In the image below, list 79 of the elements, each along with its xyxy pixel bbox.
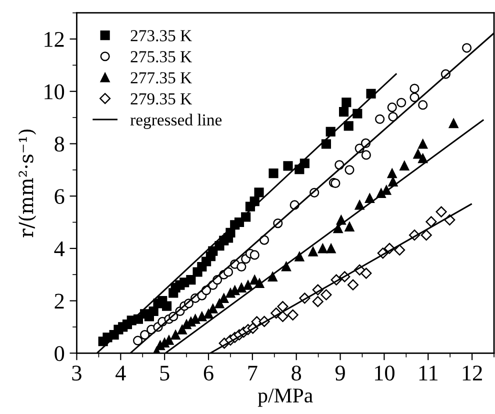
legend-label: 273.35 K [130, 30, 192, 42]
point [277, 310, 288, 322]
point [426, 216, 437, 228]
point [318, 244, 328, 254]
legend-label: 279.35 K [130, 93, 192, 105]
point [186, 275, 196, 285]
x-tick-label: 7 [248, 366, 258, 380]
point [387, 102, 397, 112]
point [236, 262, 246, 272]
point [338, 106, 349, 117]
point [344, 165, 354, 175]
x-tick-label: 11 [419, 366, 438, 380]
point [243, 280, 253, 290]
legend-label: 275.35 K [130, 51, 192, 62]
point [326, 244, 336, 254]
y-tick-label: 6 [54, 189, 64, 204]
point [418, 139, 428, 149]
point [394, 244, 406, 256]
point [162, 301, 172, 311]
point [388, 176, 398, 186]
point [396, 98, 406, 108]
x-tick-label: 9 [335, 366, 345, 381]
point [287, 309, 298, 320]
point [344, 121, 354, 131]
point [132, 336, 143, 346]
y-tick-label: 12 [44, 32, 64, 47]
point [344, 222, 354, 232]
point [254, 188, 264, 198]
point [375, 114, 385, 124]
y-tick-label: 2 [54, 294, 64, 308]
point [268, 168, 278, 178]
point [400, 160, 410, 171]
point [294, 252, 304, 262]
x-tick-label: 4 [116, 366, 126, 380]
point [410, 92, 420, 102]
point [360, 268, 372, 279]
point [354, 200, 364, 210]
point [170, 330, 180, 340]
x-axis-title: p/MPa [258, 388, 313, 407]
point [308, 246, 318, 256]
point [342, 98, 352, 108]
point [418, 154, 428, 164]
x-tick-label: 12 [462, 366, 482, 380]
point [177, 324, 187, 334]
y-tick-label: 8 [54, 136, 64, 152]
x-tick-label: 10 [375, 366, 394, 381]
point [148, 306, 158, 316]
point [418, 100, 428, 110]
point [312, 296, 324, 308]
point [448, 118, 458, 128]
point [208, 304, 218, 314]
point [410, 84, 420, 94]
x-tick-label: 5 [160, 366, 170, 381]
y-tick-label: 4 [54, 242, 65, 256]
point [436, 206, 447, 218]
point [281, 262, 292, 272]
y-axis-title: r/(mm²·s⁻¹) [18, 130, 36, 238]
legend-label: regressed line [130, 114, 222, 129]
point [320, 289, 332, 300]
point [366, 88, 376, 99]
point [197, 312, 207, 322]
point [219, 293, 229, 303]
point [387, 168, 397, 178]
point [283, 161, 293, 171]
point [236, 282, 246, 292]
y-tick-label: 0 [54, 346, 64, 362]
x-tick-label: 3 [72, 366, 82, 381]
point [347, 279, 359, 290]
x-tick-label: 8 [292, 366, 302, 381]
legend-label: 277.35 K [130, 72, 192, 84]
point [420, 230, 432, 241]
point [277, 301, 288, 312]
point [361, 150, 371, 160]
point [321, 139, 332, 149]
point [250, 250, 260, 260]
point [462, 43, 472, 53]
y-tick-label: 10 [44, 84, 64, 100]
x-tick-label: 6 [204, 366, 214, 381]
point [364, 193, 374, 203]
